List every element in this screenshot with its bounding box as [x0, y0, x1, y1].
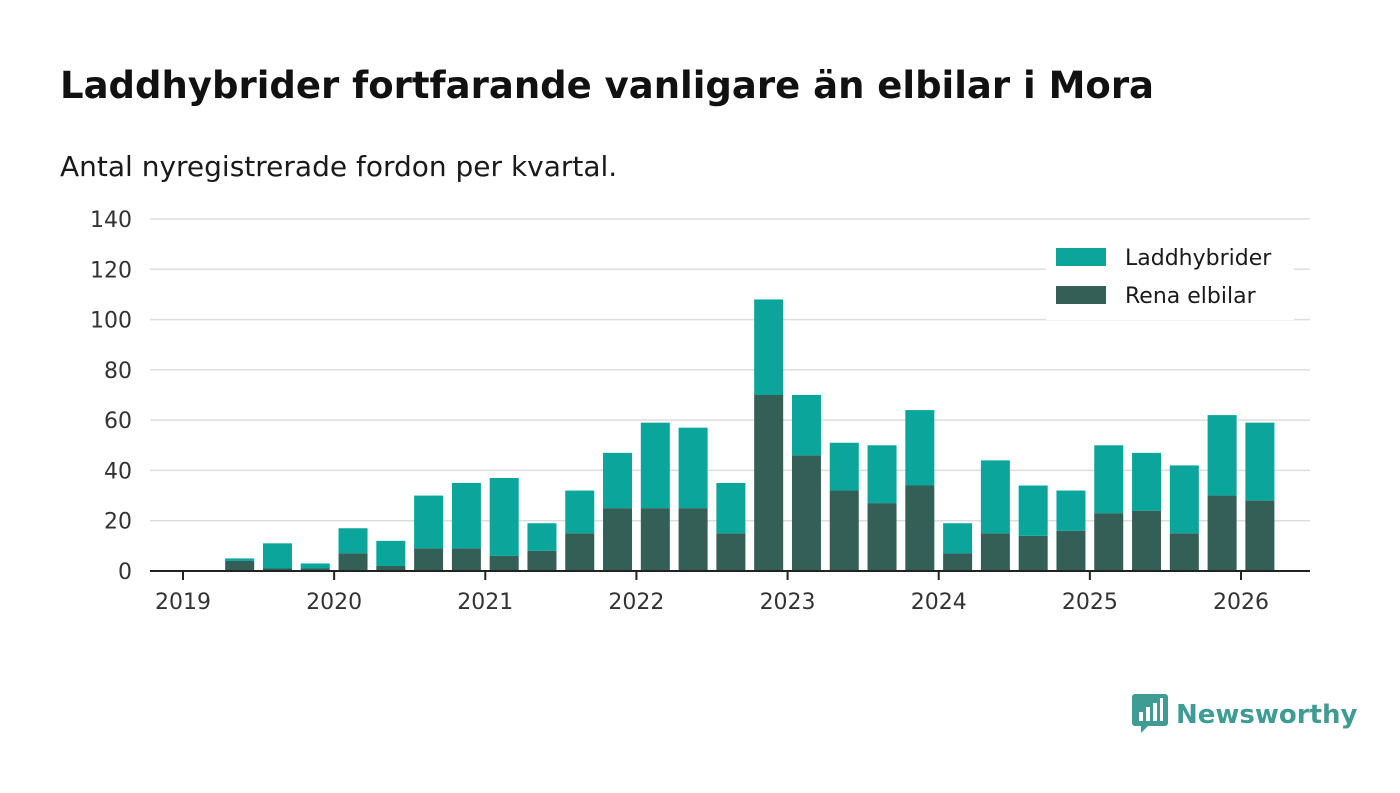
bar-laddhybrider-6 [414, 495, 444, 549]
bar-laddhybrider-12 [640, 422, 670, 509]
bar-laddhybrider-4 [338, 528, 368, 554]
x-tick-label-2024: 2024 [911, 590, 967, 615]
bar-rena-elbilar-22 [1018, 535, 1048, 571]
legend-swatch-rena-elbilar [1056, 286, 1106, 304]
axes: 0 20 40 60 80 100 120 140 2019 2020 2021 2022 2023 20… [90, 208, 1310, 615]
bar-rena-elbilar-3 [300, 568, 330, 571]
bar-laddhybrider-13 [678, 427, 708, 509]
legend-label-laddhybrider: Laddhybrider [1125, 246, 1272, 271]
x-tick-label-2021: 2021 [457, 590, 513, 615]
y-tick-label-0: 0 [118, 560, 132, 585]
bar-rena-elbilar-4 [338, 553, 368, 571]
x-tick-label-2026: 2026 [1213, 590, 1269, 615]
bar-rena-elbilar-16 [791, 455, 821, 571]
bar-rena-elbilar-12 [640, 508, 670, 571]
bar-rena-elbilar-11 [603, 508, 633, 571]
brand-logo: Newsworthy [1132, 692, 1357, 738]
chart-subtitle: Antal nyregistrerade fordon per kvartal. [60, 150, 618, 183]
bar-laddhybrider-2 [262, 543, 292, 569]
y-tick-label-140: 140 [90, 208, 132, 233]
y-tick-label-40: 40 [104, 459, 132, 484]
bar-laddhybrider-3 [300, 563, 330, 569]
bar-rena-elbilar-1 [225, 560, 255, 571]
x-tick-label-2025: 2025 [1062, 590, 1118, 615]
bar-laddhybrider-16 [791, 395, 821, 456]
bar-rena-elbilar-20 [943, 553, 973, 571]
bar-laddhybrider-17 [829, 442, 859, 491]
bar-laddhybrider-20 [943, 523, 973, 554]
bar-laddhybrider-18 [867, 445, 897, 504]
bar-laddhybrider-24 [1094, 445, 1124, 514]
y-tick-label-100: 100 [90, 309, 132, 334]
y-tick-label-80: 80 [104, 359, 132, 384]
bar-rena-elbilar-6 [414, 548, 444, 571]
bar-rena-elbilar-24 [1094, 513, 1124, 571]
bar-rena-elbilar-23 [1056, 530, 1086, 571]
bar-laddhybrider-21 [980, 460, 1010, 534]
bar-laddhybrider-19 [905, 410, 935, 486]
bar-laddhybrider-10 [565, 490, 595, 534]
bar-laddhybrider-28 [1245, 422, 1275, 501]
bar-laddhybrider-25 [1132, 452, 1162, 511]
bar-rena-elbilar-10 [565, 533, 595, 571]
bar-rena-elbilar-15 [754, 395, 784, 571]
bar-laddhybrider-22 [1018, 485, 1048, 536]
bar-rena-elbilar-25 [1132, 510, 1162, 571]
bar-laddhybrider-14 [716, 483, 746, 534]
bar-laddhybrider-7 [451, 483, 481, 549]
bar-laddhybrider-9 [527, 523, 557, 551]
brand-name: Newsworthy [1176, 700, 1358, 730]
bar-rena-elbilar-13 [678, 508, 708, 571]
bar-laddhybrider-26 [1169, 465, 1199, 534]
bar-rena-elbilar-2 [262, 568, 292, 571]
bar-rena-elbilar-21 [980, 533, 1010, 571]
bar-laddhybrider-27 [1207, 415, 1237, 496]
x-tick-label-2023: 2023 [760, 590, 816, 615]
y-tick-label-20: 20 [104, 510, 132, 535]
y-tick-label-120: 120 [90, 258, 132, 283]
legend: Laddhybrider Rena elbilar [1046, 236, 1294, 320]
bar-rena-elbilar-14 [716, 533, 746, 571]
bar-rena-elbilar-5 [376, 565, 406, 571]
legend-swatch-laddhybrider [1056, 248, 1106, 266]
x-tick-label-2019: 2019 [155, 590, 211, 615]
bar-rena-elbilar-7 [451, 548, 481, 571]
bar-rena-elbilar-9 [527, 550, 557, 571]
bar-rena-elbilar-8 [489, 555, 519, 571]
bar-laddhybrider-5 [376, 540, 406, 566]
bar-rena-elbilar-28 [1245, 500, 1275, 571]
bars [225, 299, 1275, 571]
bar-laddhybrider-1 [225, 558, 255, 561]
bar-laddhybrider-23 [1056, 490, 1086, 531]
bar-rena-elbilar-17 [829, 490, 859, 571]
y-tick-label-60: 60 [104, 409, 132, 434]
bar-rena-elbilar-19 [905, 485, 935, 571]
x-tick-label-2020: 2020 [306, 590, 362, 615]
chart-title: Laddhybrider fortfarande vanligare än el… [60, 64, 1155, 107]
bar-rena-elbilar-18 [867, 503, 897, 571]
bar-laddhybrider-15 [754, 299, 784, 395]
bar-laddhybrider-11 [603, 452, 633, 509]
bar-rena-elbilar-26 [1169, 533, 1199, 571]
bar-rena-elbilar-27 [1207, 495, 1237, 571]
x-tick-label-2022: 2022 [608, 590, 664, 615]
bar-laddhybrider-8 [489, 477, 519, 556]
bar-chart-speech-bubble-icon [1132, 692, 1168, 738]
legend-label-rena-elbilar: Rena elbilar [1125, 284, 1257, 309]
